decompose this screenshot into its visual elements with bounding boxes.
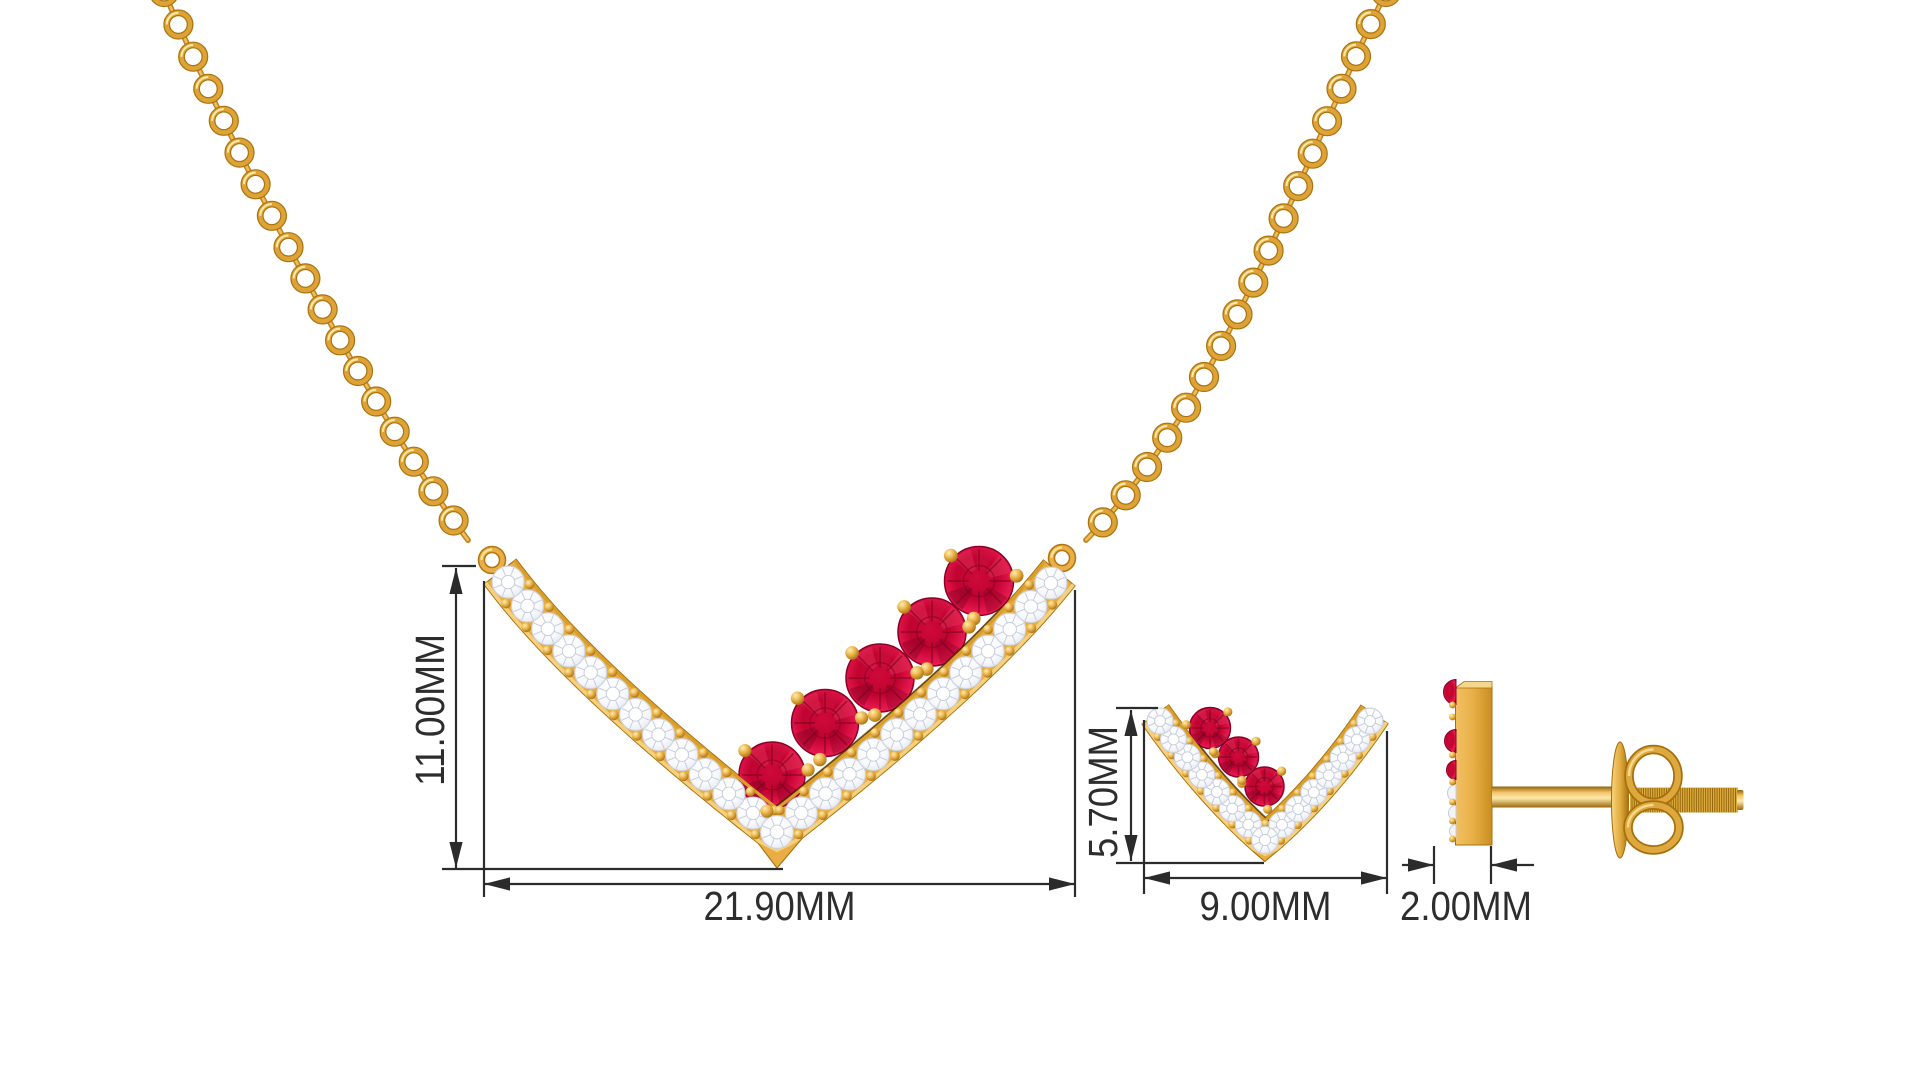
svg-text:9.00MM: 9.00MM xyxy=(1200,883,1332,929)
svg-text:2.00MM: 2.00MM xyxy=(1400,883,1532,929)
svg-text:5.70MM: 5.70MM xyxy=(1080,726,1126,858)
svg-text:21.90MM: 21.90MM xyxy=(704,883,856,929)
svg-text:11.00MM: 11.00MM xyxy=(407,634,453,786)
